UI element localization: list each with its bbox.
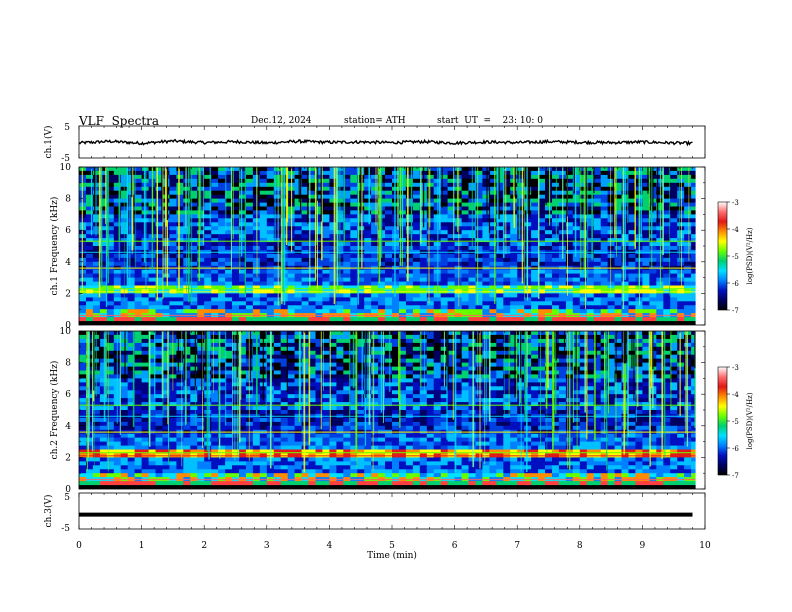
y-tick-label: 10: [60, 163, 72, 173]
y-tick-label: 8: [65, 195, 71, 205]
ch1-spec-ylabel: ch.1 Frequency (kHz): [49, 197, 60, 296]
colorbar-tick-label: -5: [732, 418, 739, 426]
x-tick-label: 8: [577, 541, 583, 551]
y-tick-label: 4: [65, 422, 71, 432]
chart-title: VLF Spectra: [79, 114, 160, 128]
ch3-ytick-bottom: -5: [61, 524, 70, 534]
ch1-ytick-bottom: -5: [61, 154, 70, 164]
x-tick-label: 10: [699, 541, 711, 551]
start-ut-label: start UT = 23: 10: 0: [437, 116, 543, 126]
ch1-ylabel: ch.1(V): [43, 126, 54, 159]
x-axis-label: Time (min): [367, 550, 417, 561]
colorbar-tick-label: -5: [732, 253, 739, 261]
x-tick-label: 6: [452, 541, 458, 551]
ch1-colorbar: -3 -4 -5 -6 -7 log(PSD)(V²/Hz): [717, 199, 754, 315]
y-tick-label: 2: [65, 289, 71, 299]
colorbar-scale: [717, 366, 728, 476]
colorbar-label: log(PSD)(V²/Hz): [746, 392, 754, 449]
colorbar-tick-label: -4: [732, 226, 739, 234]
x-tick-label: 2: [201, 541, 207, 551]
x-tick-label: 7: [514, 541, 520, 551]
ch1-ytick-top: 5: [64, 123, 70, 133]
colorbar-tick-label: -3: [732, 364, 739, 372]
ch2-spec-ylabel: ch.2 Frequency (kHz): [49, 361, 60, 460]
ch3-panel-frame: [78, 492, 706, 530]
x-tick-label: 0: [76, 541, 82, 551]
colorbar-tick-label: -3: [732, 199, 739, 207]
y-tick-label: 4: [65, 258, 71, 268]
date-label: Dec.12, 2024: [251, 116, 312, 126]
x-tick-label: 5: [389, 541, 395, 551]
colorbar-label: log(PSD)(V²/Hz): [746, 227, 754, 284]
colorbar-tick-label: -4: [732, 391, 739, 399]
colorbar-tick-label: -7: [732, 307, 739, 315]
ch3-ytick-top: 5: [64, 493, 70, 503]
ch1-spectrogram: [79, 167, 705, 325]
y-tick-label: 6: [65, 226, 71, 236]
colorbar-scale: [717, 201, 728, 311]
y-tick-label: 6: [65, 390, 71, 400]
x-tick-label: 9: [640, 541, 646, 551]
y-tick-label: 0: [65, 321, 71, 331]
colorbar-tick-label: -7: [732, 472, 739, 480]
y-tick-label: 2: [65, 453, 71, 463]
colorbar-tick-label: -6: [732, 280, 739, 288]
ch2-spectrogram: [79, 331, 705, 489]
colorbar-tick-label: -6: [732, 445, 739, 453]
y-tick-label: 0: [65, 485, 71, 495]
ch3-ylabel: ch.3(V): [43, 495, 54, 528]
x-tick-label: 3: [264, 541, 270, 551]
x-tick-label: 1: [139, 541, 145, 551]
ch2-colorbar: -3 -4 -5 -6 -7 log(PSD)(V²/Hz): [717, 364, 754, 480]
x-tick-label: 4: [327, 541, 333, 551]
y-tick-label: 10: [60, 327, 72, 337]
ch1-series-line: [78, 138, 693, 147]
y-tick-label: 8: [65, 359, 71, 369]
station-label: station= ATH: [344, 116, 406, 126]
